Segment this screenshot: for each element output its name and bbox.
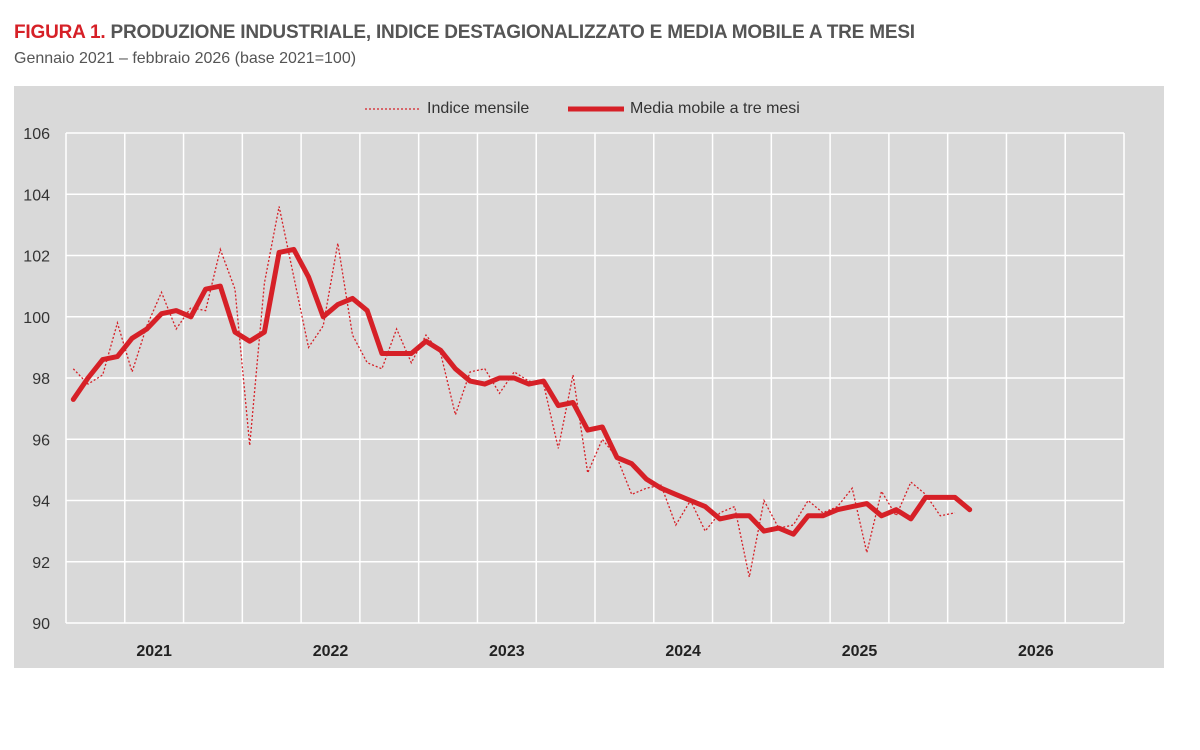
x-tick-label: 2025	[842, 643, 878, 660]
y-tick-label: 106	[23, 126, 50, 143]
title-text: PRODUZIONE INDUSTRIALE, INDICE DESTAGION…	[110, 22, 916, 43]
plot-panel	[14, 86, 1164, 668]
x-tick-label: 2021	[136, 643, 172, 660]
series-line-indice-mensile	[72, 206, 956, 578]
chart-title: FIGURA 1. PRODUZIONE INDUSTRIALE, INDICE…	[14, 22, 915, 44]
legend-label-indice-mensile: Indice mensile	[427, 100, 530, 117]
series-line-media-mobile	[70, 246, 973, 537]
chart-subtitle: Gennaio 2021 – febbraio 2026 (base 2021=…	[14, 50, 357, 67]
y-tick-label: 90	[32, 616, 50, 633]
figure-label: FIGURA 1.	[14, 22, 106, 43]
y-tick-label: 94	[32, 494, 50, 511]
y-tick-label: 96	[32, 432, 50, 449]
y-tick-label: 102	[23, 249, 50, 266]
y-tick-label: 92	[32, 555, 50, 572]
y-tick-label: 98	[32, 371, 50, 388]
legend-label-media-mobile: Media mobile a tre mesi	[630, 100, 800, 117]
x-tick-label: 2023	[489, 643, 525, 660]
x-tick-label: 2024	[665, 643, 701, 660]
x-tick-label: 2026	[1018, 643, 1054, 660]
x-tick-label: 2022	[313, 643, 349, 660]
y-tick-label: 100	[23, 310, 50, 327]
y-tick-label: 104	[23, 187, 50, 204]
